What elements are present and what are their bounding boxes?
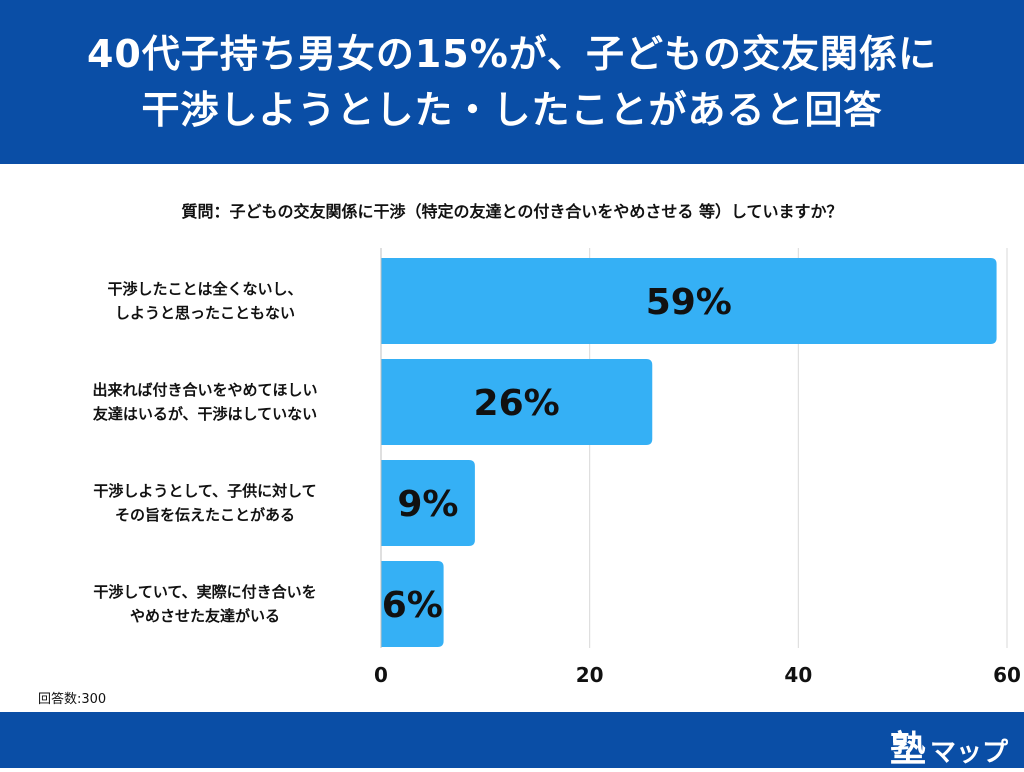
category-label-line: 干渉していて、実際に付き合いを: [93, 583, 317, 601]
logo-kana: マップ: [929, 738, 1008, 768]
category-label: 干渉したことは全くないし、 しようと思ったこともない: [40, 277, 370, 325]
header-banner: 40代子持ち男女の15%が、子どもの交友関係に 干渉しようとした・したことがある…: [0, 0, 1024, 164]
bar: [381, 359, 653, 445]
bar-value-label: 26%: [474, 383, 560, 424]
title-line-1: 40代子持ち男女の15%が、子どもの交友関係に: [86, 32, 938, 76]
bar-value-label: 59%: [646, 282, 732, 323]
question-text: 質問：子どもの交友関係に干渉（特定の友達との付き合いをやめさせる 等）しています…: [181, 202, 843, 221]
category-label: 出来れば付き合いをやめてほしい 友達はいるが、干渉はしていない: [40, 378, 370, 426]
bar: [381, 561, 444, 647]
category-label-line: 干渉しようとして、子供に対して: [93, 482, 317, 500]
x-tick-label: 20: [576, 663, 604, 687]
bar-value-label: 6%: [382, 585, 443, 626]
x-tick-label: 40: [784, 663, 812, 687]
footer-banner: 塾 マップ: [0, 712, 1024, 770]
sample-size: 回答数:300: [38, 692, 107, 707]
category-label-line: その旨を伝えたことがある: [114, 506, 295, 524]
juku-map-logo: 塾 マップ: [890, 720, 1008, 772]
category-label-line: しようと思ったこともない: [114, 304, 295, 322]
category-label-line: やめさせた友達がいる: [129, 607, 280, 625]
category-label-line: 干渉したことは全くないし、: [107, 280, 303, 298]
category-label: 干渉しようとして、子供に対して その旨を伝えたことがある: [40, 479, 370, 527]
bar: [381, 460, 475, 546]
category-label-line: 友達はいるが、干渉はしていない: [92, 405, 318, 423]
bar-value-label: 9%: [397, 484, 458, 525]
x-tick-label: 60: [993, 663, 1021, 687]
logo-kanji: 塾: [889, 729, 926, 770]
title-line-2: 干渉しようとした・したことがあると回答: [141, 88, 883, 132]
bar: [381, 258, 997, 344]
category-label: 干渉していて、実際に付き合いを やめさせた友達がいる: [40, 580, 370, 628]
x-tick-label: 0: [374, 663, 388, 687]
category-label-line: 出来れば付き合いをやめてほしい: [92, 381, 318, 399]
